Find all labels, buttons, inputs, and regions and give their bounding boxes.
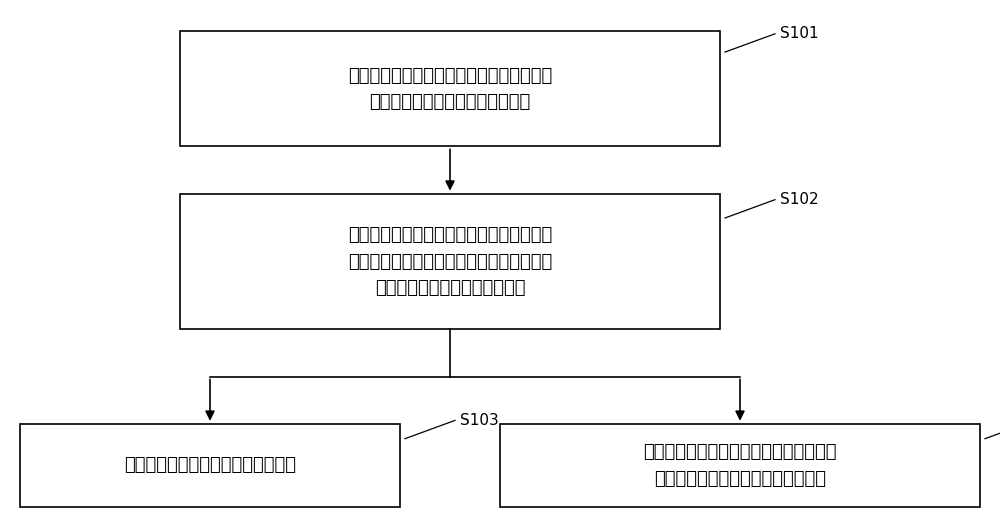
Text: S103: S103 — [460, 413, 499, 428]
FancyBboxPatch shape — [180, 31, 720, 146]
Text: S101: S101 — [780, 26, 819, 41]
FancyBboxPatch shape — [500, 424, 980, 507]
Text: 逆变换流站等待第一预设时间后闭锁并联
的其他非故障的模块化多电平换流器: 逆变换流站等待第一预设时间后闭锁并联 的其他非故障的模块化多电平换流器 — [643, 444, 837, 487]
Text: S102: S102 — [780, 192, 819, 207]
Text: 逆变换流站立即闭锁故障的模块化多电平换
流器并跳开其所连交流开关，同时通过站间
通信向整流换流站发出移相命令: 逆变换流站立即闭锁故障的模块化多电平换 流器并跳开其所连交流开关，同时通过站间 … — [348, 226, 552, 297]
Text: 整流换流站收到命令后立即执行移相: 整流换流站收到命令后立即执行移相 — [124, 457, 296, 474]
FancyBboxPatch shape — [20, 424, 400, 507]
Text: 检测到逆变换流站中并联的至少两个模块化
多电平换流器中的一个发生故障；: 检测到逆变换流站中并联的至少两个模块化 多电平换流器中的一个发生故障； — [348, 67, 552, 111]
FancyBboxPatch shape — [180, 194, 720, 329]
